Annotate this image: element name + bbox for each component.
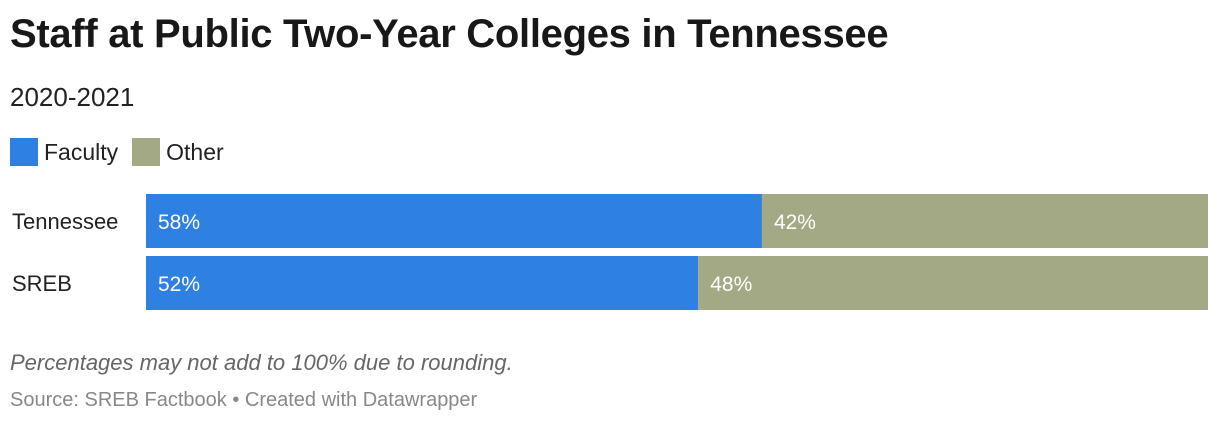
chart-subtitle: 2020-2021	[10, 82, 135, 112]
bar-label-tennessee-faculty: 58%	[158, 211, 200, 234]
bar-label-sreb-faculty: 52%	[158, 273, 200, 296]
row-label-tennessee: Tennessee	[12, 209, 118, 234]
bar-label-tennessee-other: 42%	[774, 211, 816, 234]
bar-label-sreb-other: 48%	[710, 273, 752, 296]
chart-title: Staff at Public Two-Year Colleges in Ten…	[10, 12, 889, 56]
legend-label-other: Other	[166, 138, 224, 165]
bar-tennessee-other	[761, 194, 1208, 248]
legend-swatch-faculty	[10, 138, 38, 166]
legend-label-faculty: Faculty	[44, 138, 119, 165]
bar-tennessee-faculty	[146, 194, 762, 248]
bar-sreb-faculty	[146, 256, 699, 310]
stacked-bar-chart: Tennessee 58% 42% SREB 52% 48%	[12, 194, 1208, 310]
legend-item-other: Other	[132, 138, 224, 166]
legend-item-faculty: Faculty	[10, 138, 118, 166]
bar-sreb-other	[698, 256, 1208, 310]
legend: Faculty Other	[10, 138, 238, 166]
row-label-sreb: SREB	[12, 271, 72, 296]
legend-swatch-other	[132, 138, 161, 166]
chart-source: Source: SREB Factbook • Created with Dat…	[10, 389, 478, 411]
chart-note: Percentages may not add to 100% due to r…	[10, 350, 513, 375]
